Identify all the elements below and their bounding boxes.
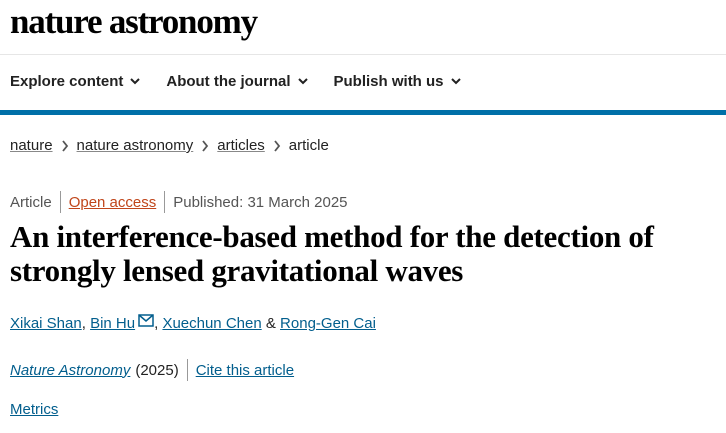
author-link[interactable]: Xuechun Chen: [162, 315, 262, 332]
divider: [0, 54, 726, 55]
accent-bar: [0, 110, 726, 115]
separator: [186, 359, 188, 381]
crumb-current: article: [288, 137, 329, 154]
crumb-link[interactable]: nature: [10, 137, 53, 154]
author-link[interactable]: Bin Hu: [90, 315, 136, 332]
email-icon[interactable]: [138, 314, 154, 327]
citation-year: (2025): [135, 361, 179, 379]
author-separator: ,: [81, 315, 86, 332]
crumb-link[interactable]: articles: [217, 137, 265, 154]
chevron-down: [450, 78, 461, 85]
author-link[interactable]: Rong-Gen Cai: [280, 315, 376, 332]
chevron-right: [274, 139, 280, 152]
breadcrumb: nature nature astronomy articles article: [10, 137, 329, 154]
chevron-down: [297, 78, 308, 85]
journal-link[interactable]: Nature Astronomy: [10, 361, 131, 379]
journal-logo[interactable]: nature astronomy: [10, 2, 258, 41]
chevron-right: [61, 139, 68, 152]
author-separator: ,: [154, 315, 159, 332]
published-date: Published: 31 March 2025: [173, 193, 348, 211]
article-title: An interference-based method for the det…: [10, 219, 654, 288]
author-list: Xikai Shan, Bin Hu, Xuechun Chen & Rong-…: [10, 314, 376, 333]
nav-item[interactable]: Publish with us: [334, 73, 461, 90]
chevron-right: [202, 139, 209, 152]
separator: [59, 191, 61, 213]
main-nav: Explore content About the journal Publis…: [10, 73, 461, 90]
crumb-link[interactable]: nature astronomy: [76, 137, 194, 154]
chevron-down: [130, 78, 141, 85]
author-separator: &: [265, 315, 276, 332]
author-link[interactable]: Xikai Shan: [10, 315, 82, 332]
nav-item[interactable]: About the journal: [166, 73, 308, 90]
article-type: Article: [10, 193, 52, 211]
nav-label[interactable]: Explore content: [10, 73, 124, 90]
metrics-link[interactable]: Metrics: [10, 401, 59, 418]
separator: [164, 191, 166, 213]
nav-item[interactable]: Explore content: [10, 73, 141, 90]
nav-label[interactable]: About the journal: [166, 73, 291, 90]
citation: Nature Astronomy (2025) Cite this articl…: [10, 359, 294, 381]
cite-link[interactable]: Cite this article: [195, 361, 295, 379]
nav-label[interactable]: Publish with us: [333, 73, 444, 90]
article-meta: Article Open access Published: 31 March …: [10, 191, 348, 213]
open-access-link[interactable]: Open access: [68, 193, 157, 211]
